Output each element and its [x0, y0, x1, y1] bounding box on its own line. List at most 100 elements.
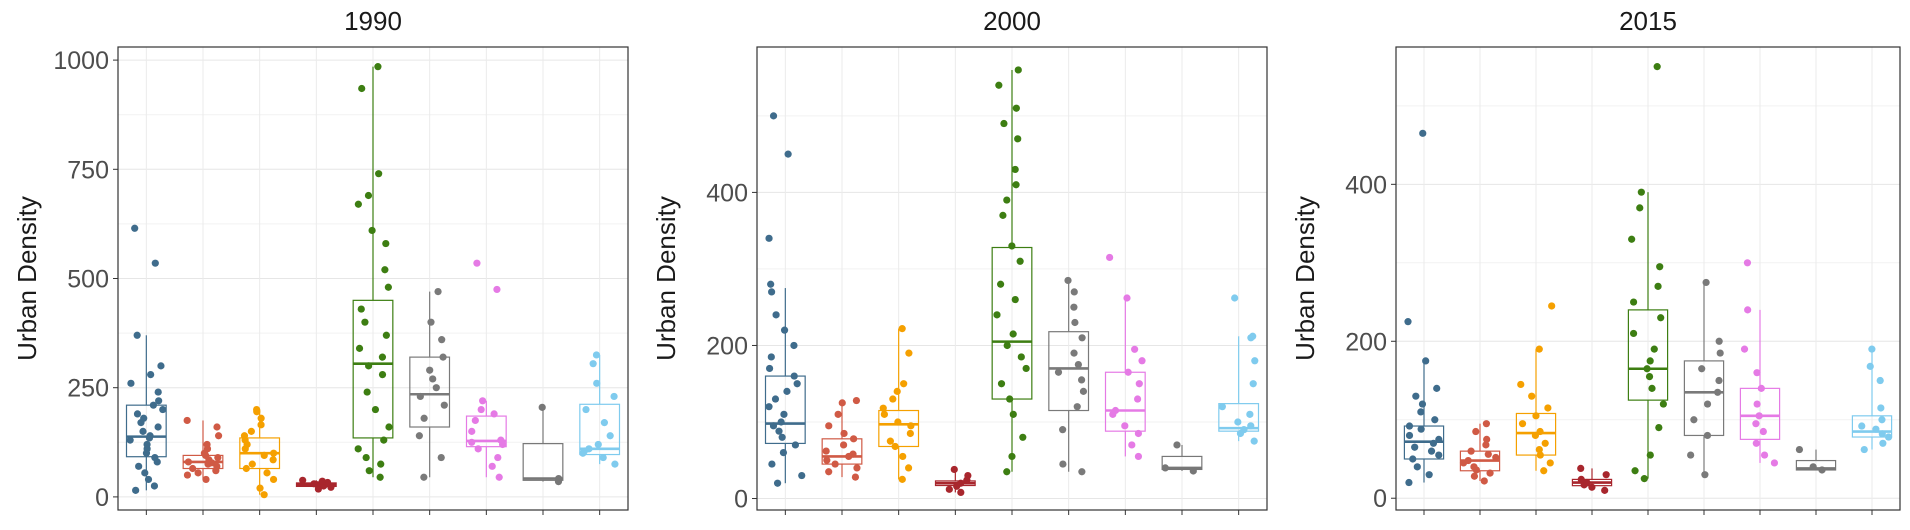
data-point: [1640, 475, 1648, 483]
data-point: [1884, 433, 1893, 441]
box-group: [1459, 420, 1501, 485]
data-point: [1017, 353, 1025, 361]
data-point: [852, 396, 861, 405]
y-tick-label: 0: [95, 484, 109, 512]
box-group: [295, 476, 337, 493]
data-point: [242, 464, 250, 473]
data-point: [767, 280, 775, 288]
data-point: [1405, 478, 1413, 487]
data-point: [773, 479, 782, 487]
data-point: [1650, 345, 1658, 353]
chart-title: 2015: [1619, 6, 1677, 36]
data-point: [495, 473, 503, 481]
data-point: [1019, 433, 1027, 441]
data-point: [772, 311, 780, 319]
data-point: [1064, 276, 1072, 285]
data-point: [1246, 410, 1254, 418]
data-point: [853, 464, 861, 472]
data-point: [1054, 368, 1063, 376]
data-point: [1161, 464, 1169, 472]
data-point: [1486, 469, 1494, 477]
data-point: [1878, 430, 1886, 438]
data-point: [793, 380, 801, 388]
data-point: [1173, 441, 1181, 449]
data-point: [248, 460, 256, 468]
data-point: [889, 395, 897, 403]
data-point: [429, 375, 437, 383]
plot-border: [117, 46, 629, 511]
data-point: [1866, 362, 1874, 370]
data-point: [1540, 467, 1548, 475]
data-point: [361, 318, 369, 326]
data-point: [1583, 478, 1591, 487]
data-point: [825, 468, 833, 476]
data-point: [371, 405, 380, 414]
data-point: [1877, 404, 1885, 412]
data-point: [1189, 467, 1197, 475]
data-point: [1059, 460, 1067, 468]
data-point: [783, 387, 791, 395]
chart-panel-2015: 2015 0 200 400 Urban Density: [1290, 6, 1901, 515]
data-point: [1234, 418, 1242, 426]
data-point: [183, 471, 192, 479]
data-point: [362, 453, 370, 462]
data-point: [997, 380, 1006, 388]
data-point: [790, 372, 798, 380]
data-point: [365, 362, 373, 370]
data-point: [143, 440, 151, 449]
data-point: [767, 353, 775, 361]
data-point: [1654, 282, 1662, 290]
data-point: [1629, 298, 1638, 306]
data-point: [357, 305, 365, 313]
data-point: [184, 458, 193, 466]
data-point: [585, 445, 593, 453]
data-point: [1577, 475, 1585, 483]
box: [522, 443, 564, 481]
data-point: [1413, 463, 1421, 471]
box: [465, 415, 507, 448]
data-point: [420, 414, 428, 422]
data-point: [1879, 439, 1887, 447]
box-group: [1048, 276, 1090, 476]
data-point: [611, 460, 619, 468]
data-point: [1000, 119, 1008, 128]
data-point: [1536, 451, 1544, 459]
data-point: [1124, 368, 1132, 376]
data-point: [1860, 445, 1868, 454]
data-point: [1006, 395, 1014, 403]
data-point: [194, 469, 202, 477]
data-point: [784, 150, 792, 158]
data-point: [790, 341, 798, 350]
data-point: [1577, 464, 1585, 473]
data-point: [1070, 349, 1078, 357]
data-point: [132, 486, 140, 494]
data-point: [1631, 467, 1639, 475]
data-point: [900, 380, 908, 388]
box-group: [1851, 345, 1893, 454]
data-point: [1247, 422, 1255, 430]
data-point: [1250, 437, 1258, 445]
data-point: [146, 432, 154, 440]
data-point: [899, 452, 907, 461]
data-point: [432, 384, 440, 392]
data-point: [1472, 427, 1480, 436]
data-point: [150, 482, 159, 490]
data-point: [1405, 422, 1414, 430]
data-point: [582, 405, 590, 414]
data-point: [831, 460, 839, 468]
data-point: [822, 447, 830, 455]
data-point: [834, 410, 842, 418]
data-point: [1541, 439, 1549, 447]
data-point: [437, 453, 445, 462]
data-point: [1703, 400, 1712, 408]
data-point: [993, 311, 1001, 319]
data-point: [1427, 447, 1436, 455]
data-point: [997, 280, 1005, 288]
data-point: [1648, 384, 1656, 392]
data-point: [415, 432, 423, 440]
chart-panel-2000: 2000 0 200 400 Urban Density: [651, 6, 1268, 515]
data-point: [310, 480, 318, 488]
data-point: [154, 388, 162, 396]
data-point: [879, 404, 887, 412]
data-point: [995, 81, 1003, 89]
